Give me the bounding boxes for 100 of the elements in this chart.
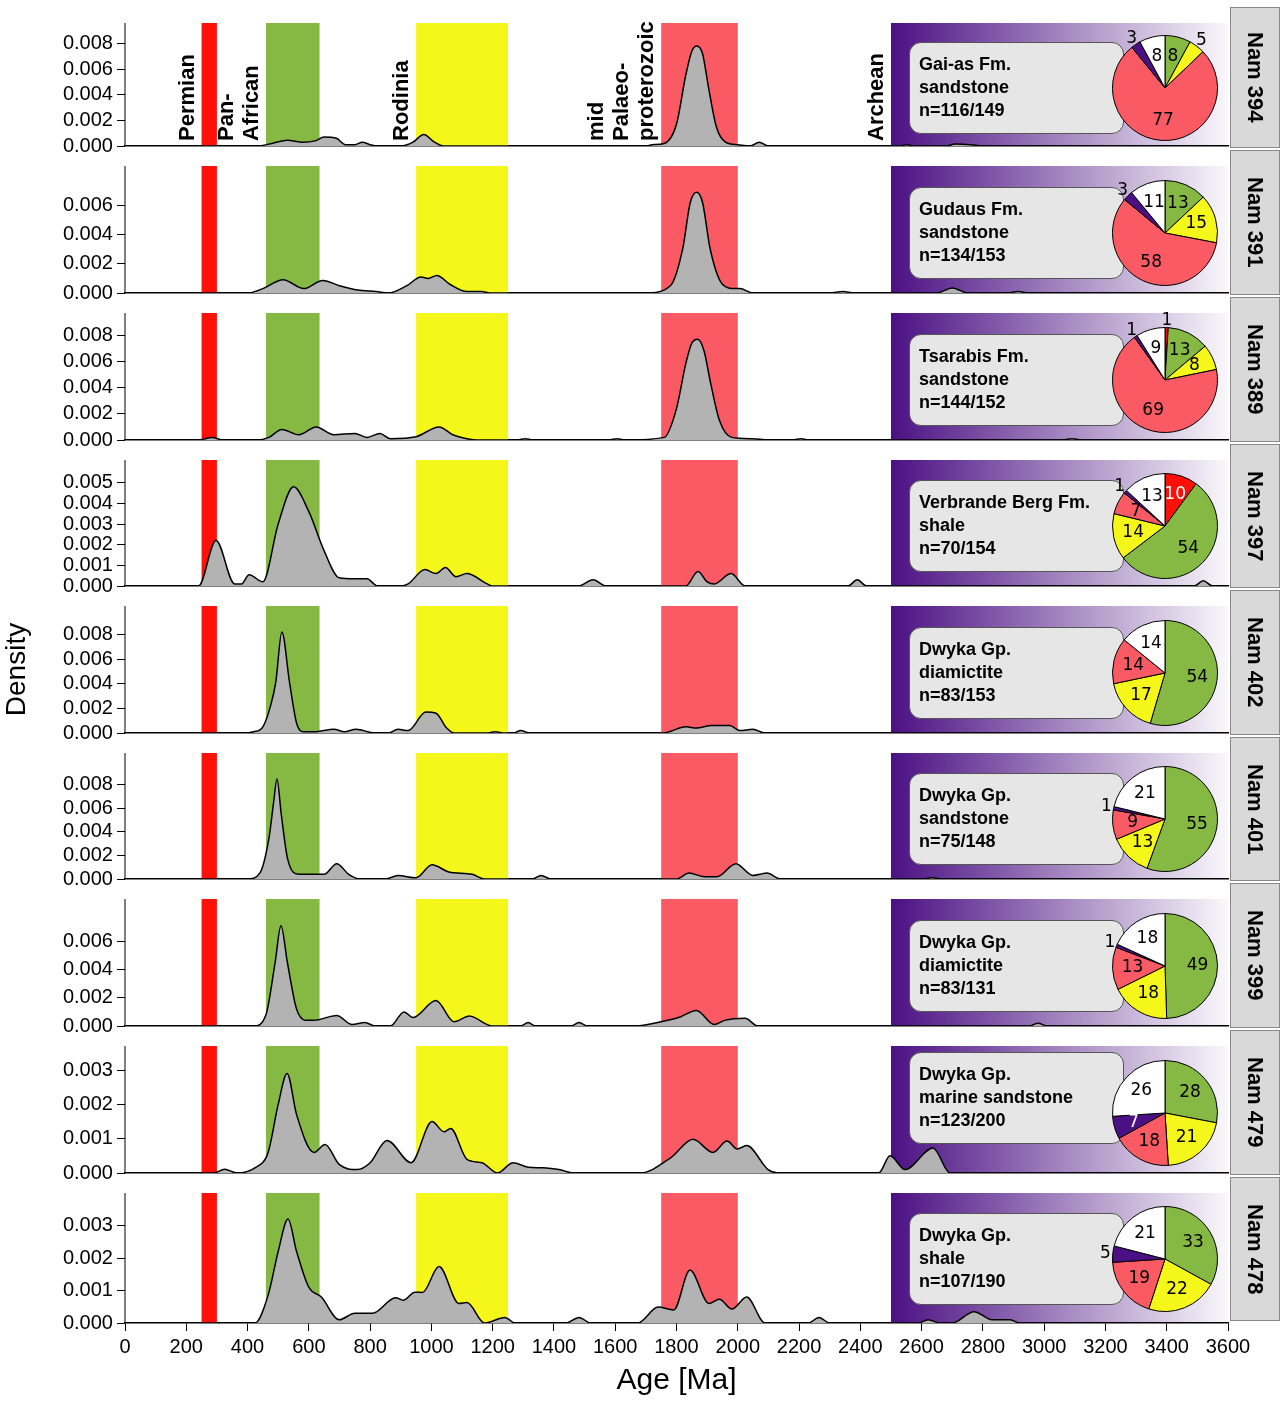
- data-label: 13: [1131, 830, 1154, 851]
- y-tick-label: 0.003: [62, 1213, 113, 1236]
- data-label: 28: [1179, 1080, 1201, 1101]
- x-tick-label: 3200: [1083, 1334, 1128, 1357]
- annotation: Dwyka Gp. marine sandstone n=123/200: [918, 1062, 1075, 1132]
- data-label: 21: [1134, 1221, 1156, 1242]
- text: Nam 399: [1230, 883, 1280, 1028]
- y-tick-label: 0.006: [62, 348, 113, 371]
- x-tick-label: 1000: [409, 1334, 454, 1357]
- y-tick-label: 0.002: [62, 532, 113, 555]
- data-label: 1: [1114, 475, 1126, 496]
- data-label: 14: [1122, 521, 1144, 542]
- annotation: Dwyka Gp. shale n=107/190: [918, 1224, 1013, 1293]
- y-tick-label: 0.006: [62, 795, 113, 818]
- x-axis-title: Age [Ma]: [616, 1362, 737, 1396]
- data-label: 54: [1177, 537, 1200, 558]
- data-label: 77: [1152, 108, 1174, 129]
- y-tick-label: 0.000: [62, 427, 113, 450]
- y-tick-label: 0.002: [62, 251, 113, 274]
- band-label: mid Palaeo- proterozoic: [583, 21, 659, 141]
- x-tick-label: 2000: [715, 1334, 761, 1357]
- y-tick-label: 0.002: [62, 695, 113, 718]
- x-tick-label: 1800: [654, 1334, 699, 1357]
- x-tick-label: 800: [353, 1334, 387, 1357]
- text: Nam 389: [1230, 297, 1280, 442]
- text: Nam 402: [1230, 590, 1280, 735]
- data-label: 7: [1128, 1110, 1140, 1130]
- y-tick-label: 0.004: [62, 671, 113, 694]
- data-label: 5: [1100, 1241, 1111, 1262]
- y-tick-label: 0.000: [62, 573, 113, 596]
- band-label: Rodinia: [388, 59, 414, 141]
- data-label: 69: [1142, 398, 1164, 419]
- data-label: 18: [1137, 981, 1160, 1002]
- annotation: Gai-as Fm. sandstone n=116/149: [918, 52, 1013, 122]
- text: Nam 479: [1230, 1030, 1280, 1175]
- x-tick-label: 200: [169, 1334, 203, 1357]
- y-tick-label: 0.008: [62, 621, 113, 644]
- y-axis-title: Density: [0, 622, 31, 717]
- y-tick-label: 0.005: [62, 470, 113, 493]
- text: Nam 391: [1230, 150, 1280, 295]
- text: Nam 478: [1230, 1177, 1280, 1321]
- y-tick-label: 0.006: [62, 56, 113, 79]
- text: Nam 394: [1230, 7, 1280, 148]
- x-tick-label: 1200: [470, 1334, 515, 1357]
- data-label: 55: [1186, 813, 1208, 834]
- data-label: 9: [1127, 811, 1139, 832]
- annotation: Dwyka Gp. sandstone n=75/148: [918, 784, 1013, 853]
- data-label: 26: [1130, 1078, 1153, 1099]
- y-tick-label: 0.003: [62, 511, 113, 534]
- data-label: 18: [1138, 1129, 1161, 1150]
- data-label: 58: [1140, 250, 1162, 271]
- data-label: 49: [1186, 953, 1209, 974]
- y-tick-label: 0.004: [62, 375, 113, 398]
- annotation: Gudaus Fm. sandstone n=134/153: [918, 197, 1024, 267]
- data-label: 8: [1151, 44, 1163, 65]
- data-label: 19: [1128, 1267, 1151, 1288]
- y-tick-label: 0.000: [62, 720, 113, 743]
- y-tick-label: 0.004: [62, 82, 113, 105]
- data-label: 8: [1188, 353, 1200, 374]
- data-label: 1: [1161, 308, 1173, 329]
- data-label: 21: [1175, 1125, 1198, 1146]
- y-tick-label: 0.002: [62, 1245, 113, 1268]
- data-label: 3: [1126, 26, 1138, 47]
- y-tick-label: 0.002: [62, 842, 113, 865]
- x-tick-label: 2200: [776, 1334, 822, 1357]
- y-tick-label: 0.000: [62, 280, 113, 303]
- y-tick-label: 0.006: [62, 646, 113, 669]
- data-label: 13: [1141, 484, 1163, 505]
- x-tick-label: 2800: [960, 1334, 1006, 1357]
- y-tick-label: 0.008: [62, 31, 113, 54]
- y-tick-label: 0.004: [62, 819, 113, 842]
- y-tick-label: 0.004: [62, 490, 113, 513]
- data-label: 9: [1150, 336, 1162, 357]
- data-label: 1: [1101, 795, 1112, 816]
- annotation: Dwyka Gp. diamictite n=83/153: [918, 637, 1013, 707]
- data-label: 14: [1140, 631, 1162, 652]
- y-tick-label: 0.006: [62, 192, 113, 215]
- y-tick-label: 0.001: [62, 1126, 113, 1149]
- y-tick-label: 0.008: [62, 322, 113, 345]
- data-label: 21: [1134, 781, 1156, 802]
- data-label: 15: [1185, 211, 1208, 232]
- data-label: 5: [1195, 28, 1207, 49]
- data-label: 10: [1164, 483, 1186, 504]
- data-label: 22: [1166, 1277, 1188, 1298]
- annotation: Tsarabis Fm. sandstone n=144/152: [918, 344, 1030, 414]
- text: Nam 401: [1230, 737, 1280, 881]
- data-label: 33: [1182, 1230, 1204, 1251]
- data-label: 11: [1143, 190, 1165, 211]
- y-tick-label: 0.000: [62, 1013, 113, 1036]
- x-tick-label: 1400: [531, 1334, 577, 1357]
- y-tick-label: 0.000: [62, 133, 113, 156]
- data-label: 13: [1168, 338, 1191, 359]
- x-tick-label: 400: [230, 1334, 265, 1357]
- y-tick-label: 0.001: [62, 1278, 113, 1301]
- data-label: 54: [1186, 665, 1209, 686]
- y-tick-label: 0.003: [62, 1057, 113, 1080]
- y-tick-label: 0.000: [62, 866, 113, 889]
- y-tick-label: 0.004: [62, 222, 113, 245]
- annotation: Dwyka Gp. diamictite n=83/131: [918, 930, 1013, 1000]
- y-tick-label: 0.002: [62, 401, 113, 424]
